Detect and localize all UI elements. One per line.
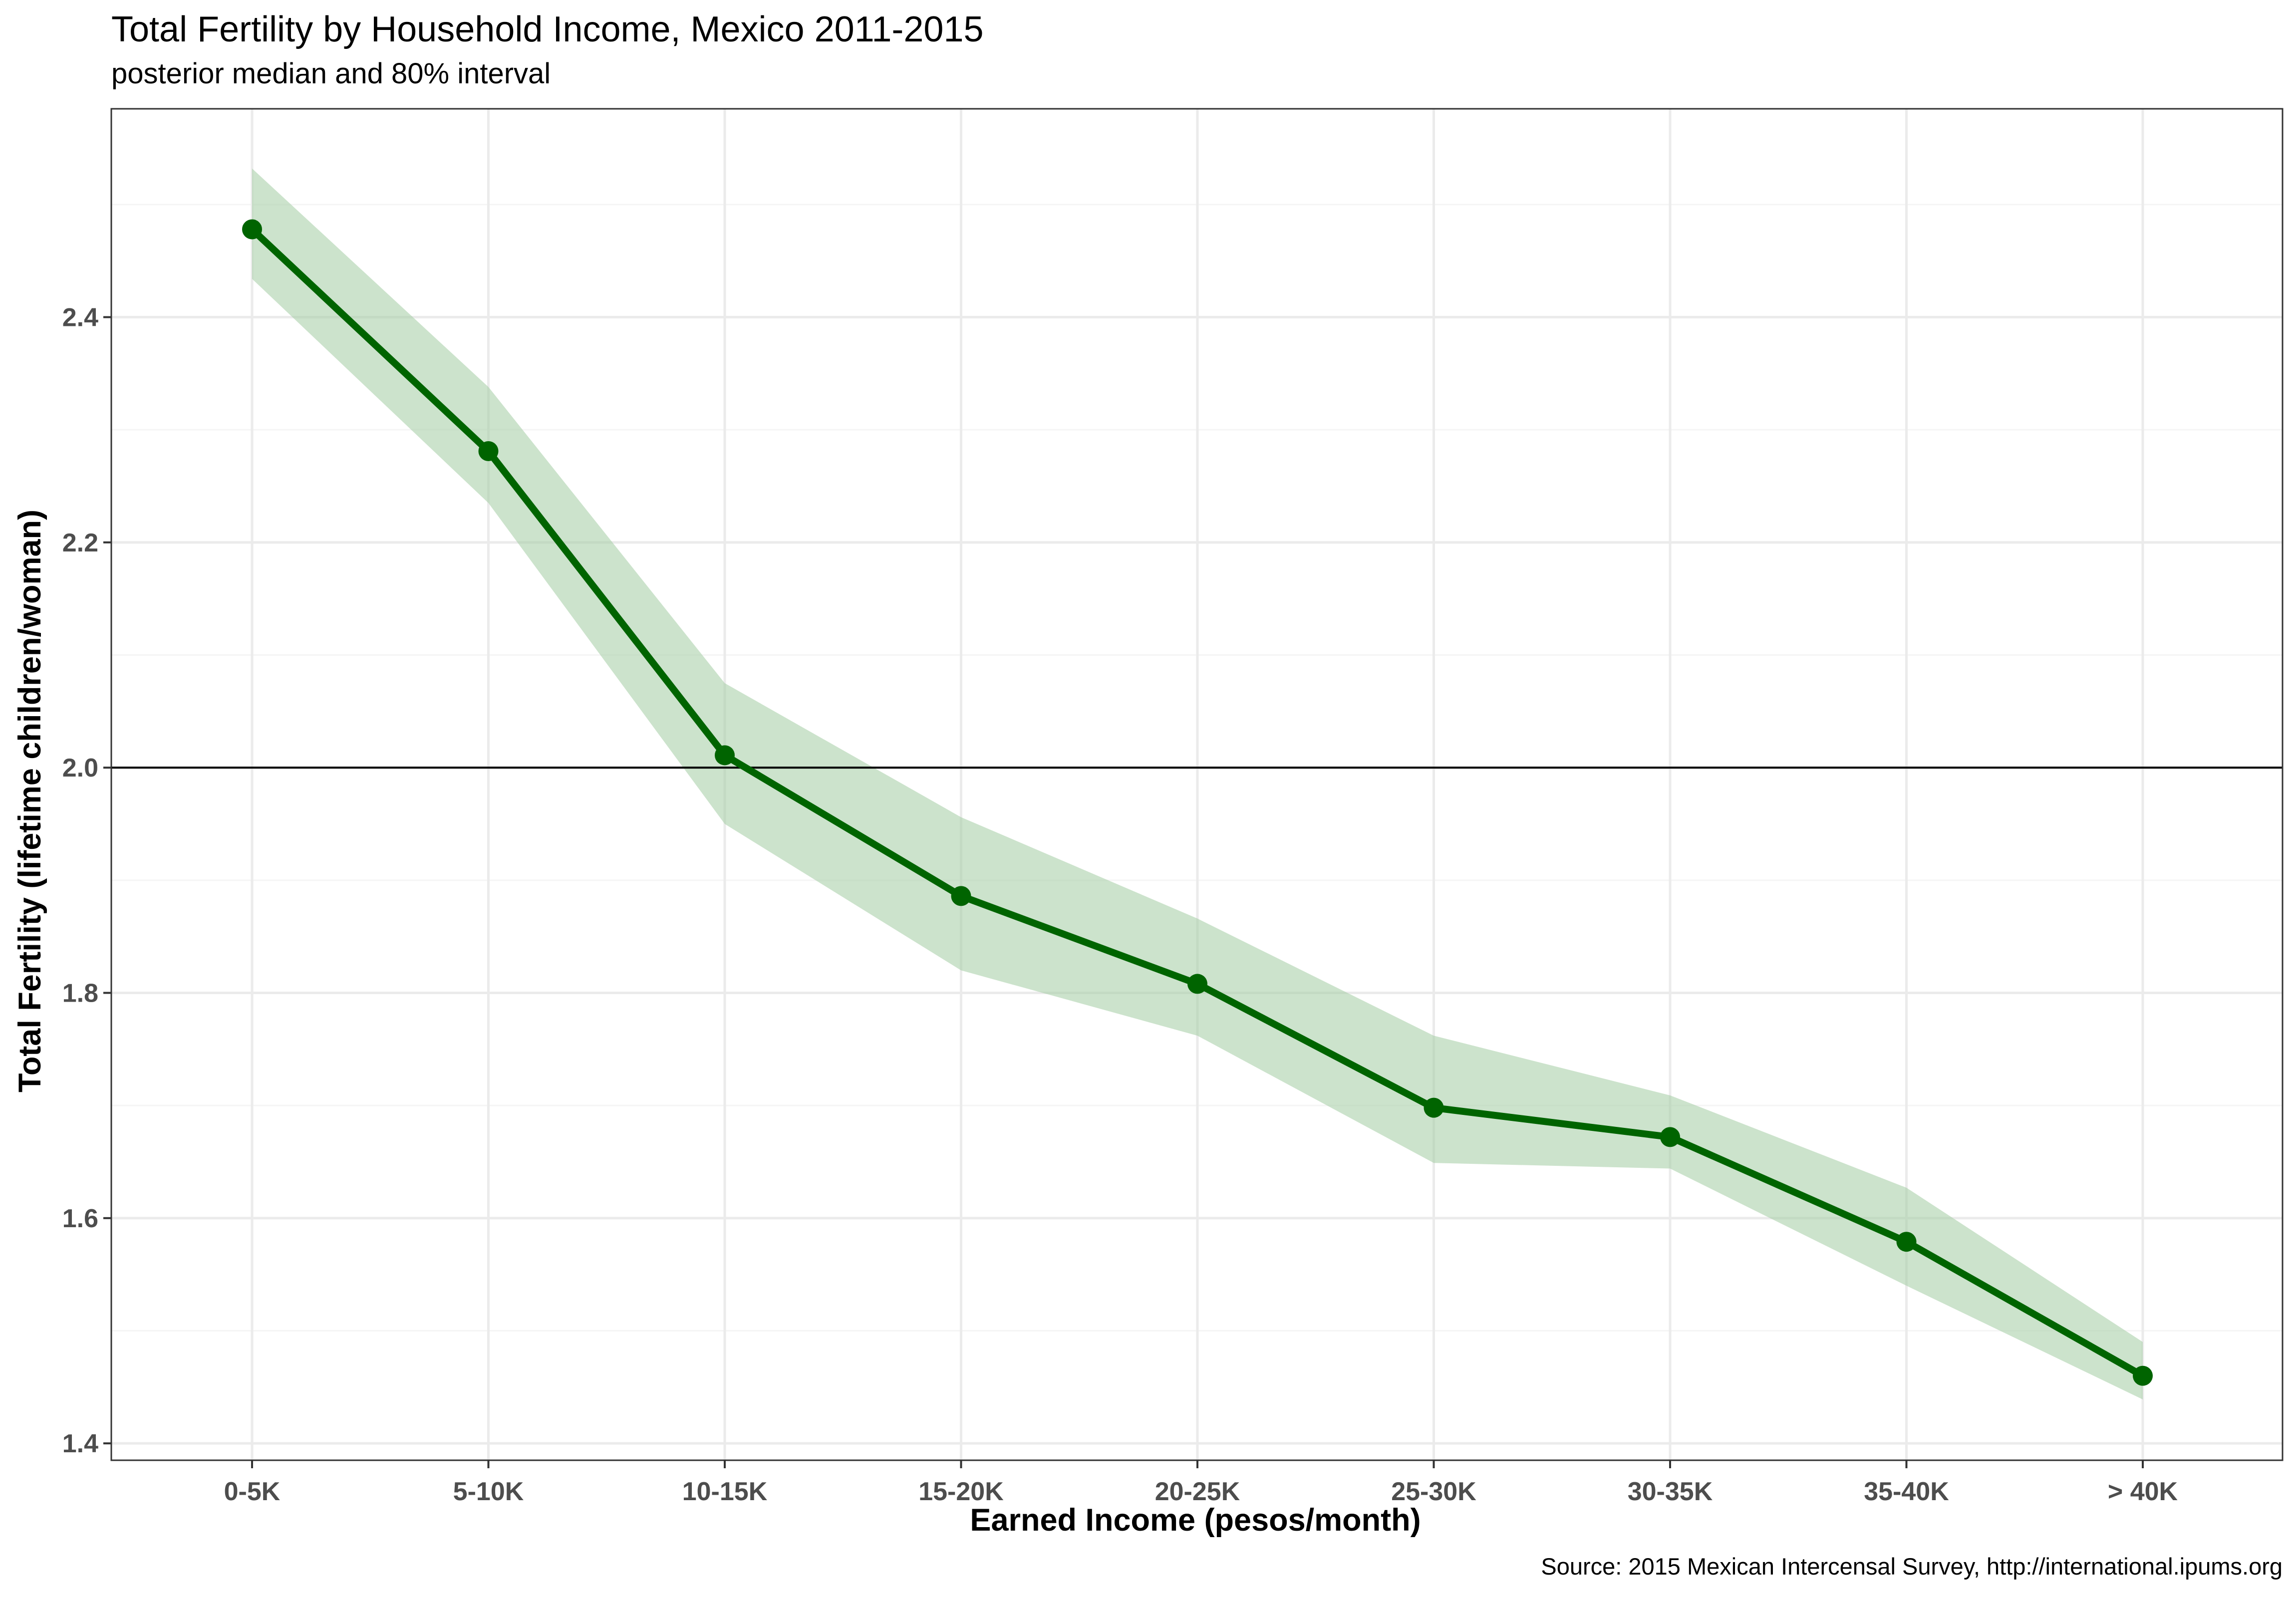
data-point [1424, 1097, 1444, 1118]
median-points-layer [242, 219, 2153, 1386]
x-tick-label: 5-10K [453, 1477, 524, 1506]
data-point [715, 745, 735, 766]
x-axis-label: Earned Income (pesos/month) [970, 1503, 1421, 1538]
x-tick-label: 0-5K [224, 1477, 281, 1506]
x-axis-ticks: 0-5K 5-10K 10-15K 15-20K 20-25K 25-30K 30-35K 3… [224, 1460, 2178, 1506]
y-tick-label: 1.6 [62, 1204, 98, 1233]
data-point [951, 886, 971, 906]
chart-subtitle: posterior median and 80% interval [111, 57, 551, 90]
x-tick-label: > 40K [2108, 1477, 2178, 1506]
x-tick-label: 15-20K [918, 1477, 1004, 1506]
y-axis-label: Total Fertility (lifetime children/woman… [12, 510, 47, 1092]
x-tick-label: 30-35K [1628, 1477, 1713, 1506]
data-point [1896, 1232, 1917, 1252]
x-tick-label: 20-25K [1155, 1477, 1240, 1506]
source-caption: Source: 2015 Mexican Intercensal Survey,… [1541, 1553, 2283, 1580]
y-tick-label: 2.0 [62, 754, 98, 783]
interval-band [252, 168, 2143, 1400]
data-point [478, 441, 499, 462]
y-tick-label: 1.8 [62, 979, 98, 1008]
y-tick-label: 2.4 [62, 303, 98, 332]
interval-band-layer [252, 168, 2143, 1400]
x-tick-label: 10-15K [682, 1477, 768, 1506]
y-tick-label: 2.2 [62, 529, 98, 557]
data-point [1660, 1127, 1680, 1147]
x-tick-label: 25-30K [1391, 1477, 1476, 1506]
chart-title: Total Fertility by Household Income, Mex… [111, 9, 984, 49]
data-point [1187, 974, 1207, 994]
data-point [242, 219, 262, 240]
y-tick-label: 1.4 [62, 1429, 98, 1458]
y-axis-ticks: 1.4 1.6 1.8 2.0 2.2 2.4 [62, 303, 111, 1458]
x-tick-label: 35-40K [1864, 1477, 1949, 1506]
data-point [2133, 1365, 2153, 1386]
